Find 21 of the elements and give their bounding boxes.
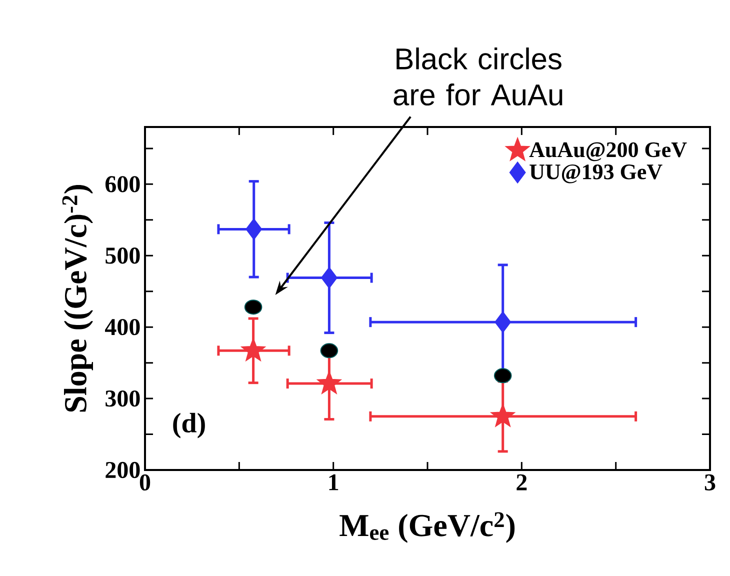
point [246,218,262,240]
x-axis-title: M$_{ee}$ (GeV/c$^{2}$) [340,512,515,543]
x-tick-label: 3 [704,474,716,490]
y-tick-label: 200 [106,462,140,478]
x-tick-label: 0 [140,474,150,491]
point [320,343,338,358]
y-tick-label: 300 [106,390,140,407]
annotation: (d) [173,412,205,438]
point [244,300,262,315]
y-tick-label: 600 [105,176,140,192]
text: Black circles are for AuAu [394,47,562,106]
point [321,268,338,288]
y-tick-label: 400 [105,318,140,336]
point [494,312,511,332]
point [494,368,512,384]
x-tick-label: 2 [516,474,527,490]
x-tick-label: 1 [329,474,338,490]
y-axis-title: Slope ((GeV/c)$^{-2}$) [62,185,93,412]
legend-label: UU@193 GeV [530,164,662,184]
y-tick-label: 500 [106,248,140,264]
legend-label: AuAu@200 GeV [529,142,687,162]
